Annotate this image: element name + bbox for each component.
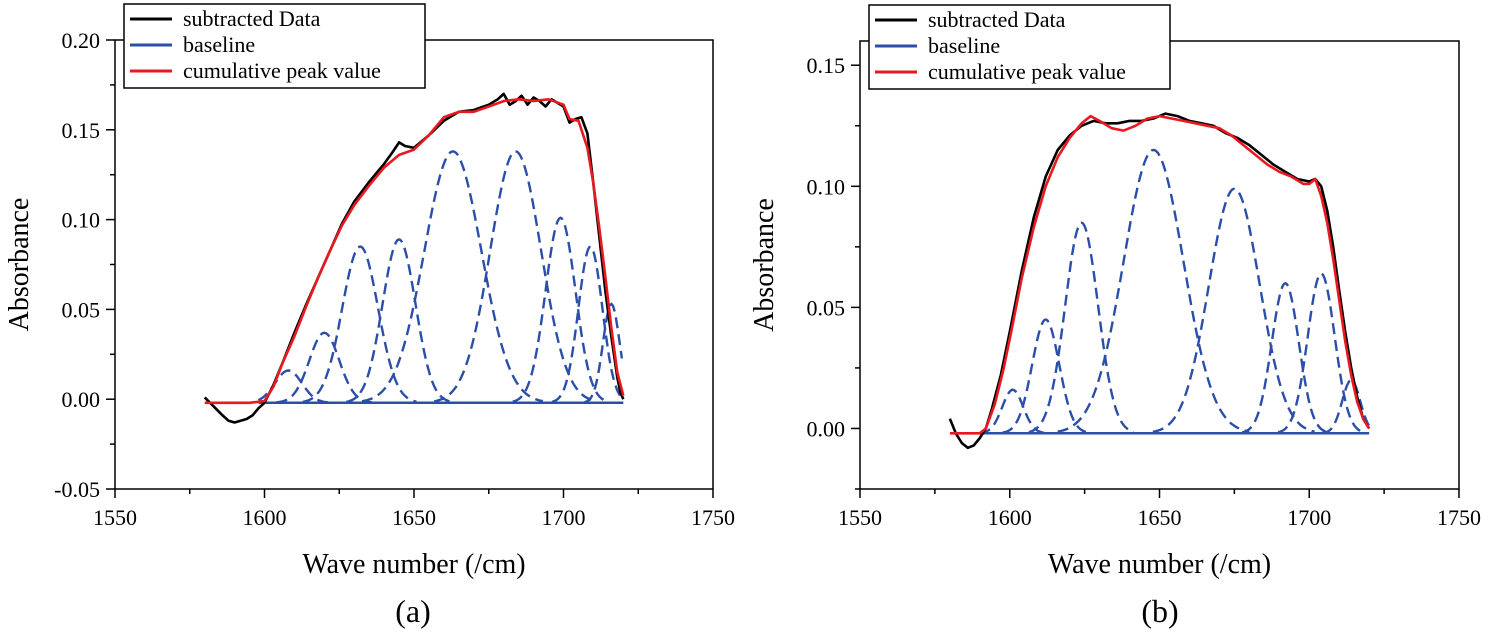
x-tick-label: 1550 bbox=[93, 505, 137, 530]
y-tick-label: 0.15 bbox=[807, 53, 846, 78]
fitted-peak-3 bbox=[1028, 221, 1135, 434]
y-tick-label: -0.05 bbox=[54, 477, 100, 502]
x-tick-label: 1600 bbox=[988, 505, 1032, 530]
plot-frame bbox=[114, 39, 714, 490]
fitted-peak-9 bbox=[584, 302, 624, 404]
x-tick-label: 1700 bbox=[1287, 505, 1331, 530]
y-tick-label: 0.10 bbox=[807, 174, 846, 199]
x-tick-label: 1600 bbox=[243, 505, 287, 530]
panel-caption: (a) bbox=[395, 593, 431, 629]
legend-box bbox=[123, 3, 426, 89]
chart-panel-b: 1550 1600 1650 1700 1750 0.00 0.05 0.10 0.15 Wave… bbox=[749, 4, 1481, 629]
panel-caption: (b) bbox=[1141, 593, 1178, 629]
legend-box bbox=[868, 4, 1171, 90]
y-tick-label: 0.00 bbox=[807, 416, 846, 441]
subtracted-data-line bbox=[948, 112, 1371, 450]
fitted-peak-2 bbox=[1002, 318, 1089, 434]
fitted-peak-8 bbox=[1322, 378, 1370, 435]
x-tick-label: 1550 bbox=[838, 505, 882, 530]
y-axis-title: Absorbance bbox=[4, 198, 35, 332]
x-tick-label: 1750 bbox=[1437, 505, 1481, 530]
fitted-peak-1 bbox=[257, 369, 331, 404]
legend-label: subtracted Data bbox=[183, 6, 321, 31]
y-tick-label: 0.05 bbox=[807, 295, 846, 320]
fitted-peak-2 bbox=[276, 331, 373, 404]
plot-area bbox=[203, 92, 625, 424]
cumulative-peak-line bbox=[949, 114, 1371, 435]
y-tick-label: 0.10 bbox=[62, 208, 101, 233]
cumulative-peak-line bbox=[204, 98, 625, 405]
y-tick-label: 0.20 bbox=[62, 28, 101, 53]
plot-area bbox=[948, 112, 1371, 450]
fitted-peak-3 bbox=[302, 245, 417, 404]
legend-label: cumulative peak value bbox=[928, 59, 1126, 84]
fitted-peak-6 bbox=[1241, 281, 1328, 434]
fitted-peak-7 bbox=[512, 216, 609, 403]
x-axis-title: Wave number (/cm) bbox=[1048, 549, 1271, 580]
fitted-peak-8 bbox=[551, 245, 624, 404]
x-tick-label: 1650 bbox=[392, 505, 436, 530]
legend-label: baseline bbox=[928, 33, 1000, 58]
x-tick-label: 1750 bbox=[691, 505, 735, 530]
x-tick-label: 1650 bbox=[1138, 505, 1182, 530]
legend-label: cumulative peak value bbox=[183, 58, 381, 83]
y-tick-label: 0.05 bbox=[62, 297, 101, 322]
y-tick-label: 0.15 bbox=[62, 118, 101, 143]
x-tick-label: 1700 bbox=[542, 505, 586, 530]
legend-label: baseline bbox=[183, 32, 255, 57]
fitted-peak-1 bbox=[979, 388, 1046, 435]
fitted-peak-5 bbox=[1152, 187, 1315, 433]
fitted-peak-4 bbox=[346, 238, 452, 403]
fitted-peak-6 bbox=[434, 150, 597, 403]
legend-label: subtracted Data bbox=[928, 7, 1066, 32]
fitted-peak-4 bbox=[1057, 148, 1250, 433]
y-axis-title: Absorbance bbox=[749, 198, 780, 332]
fitted-peak-7 bbox=[1277, 272, 1364, 434]
chart-panel-a: 1550 1600 1650 1700 1750 -0.05 0.00 0.05 0.10 0.1… bbox=[4, 3, 735, 629]
subtracted-data-line bbox=[203, 92, 625, 424]
fitted-peak-5 bbox=[361, 150, 544, 403]
y-tick-label: 0.00 bbox=[62, 387, 101, 412]
x-axis-title: Wave number (/cm) bbox=[302, 549, 525, 580]
